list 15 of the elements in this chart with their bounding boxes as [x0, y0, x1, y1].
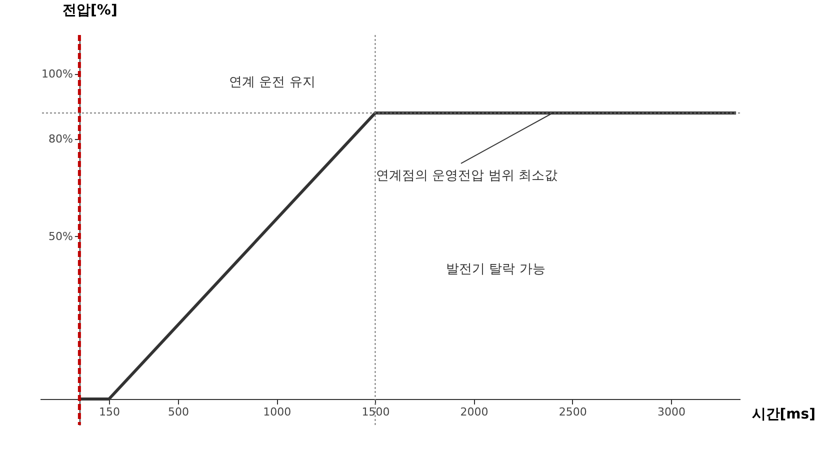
x-axis-title: 시간[ms]	[752, 406, 816, 422]
x-tick-label: 3000	[657, 406, 686, 418]
x-tick-label: 500	[168, 406, 190, 418]
y-tick-label: 100%	[41, 68, 73, 80]
y-tick-label: 80%	[48, 132, 73, 146]
x-tick-label: 1500	[362, 406, 390, 418]
y-axis-title: 전압[%]	[62, 2, 118, 18]
y-tick-label: 50%	[48, 230, 73, 243]
annotation: 연계점의 운영전압 범위 최소값	[376, 168, 558, 184]
x-tick-label: 2000	[460, 406, 488, 418]
x-tick-label: 150	[99, 406, 120, 418]
x-tick-label: 2500	[558, 406, 587, 418]
annotation: 연계 운전 유지	[229, 74, 316, 90]
annotation: 발전기 탈락 가능	[446, 262, 546, 277]
x-tick-label: 1000	[263, 406, 292, 418]
